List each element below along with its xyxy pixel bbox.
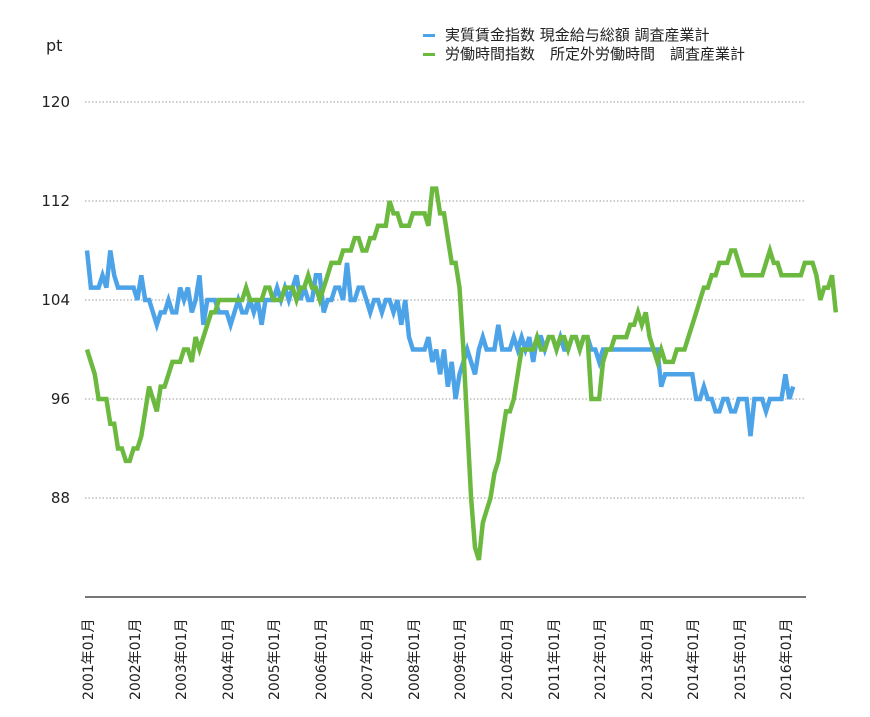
x-tick-label: 2006年01月 [313,618,330,700]
y-tick-104: 104 [41,291,70,309]
series-real-wage-line [84,250,796,437]
legend-label: 労働時間指数 所定外労働時間 調査産業計 [445,45,746,63]
y-axis-unit: pt [46,36,63,55]
x-tick-label: 2007年01月 [360,618,377,700]
x-tick-label: 2002年01月 [127,618,144,700]
y-tick-96: 96 [50,390,70,408]
y-tick-120: 120 [41,93,70,111]
series-overtime-hours-line [84,186,839,561]
x-tick-label: 2001年01月 [81,618,97,700]
legend: 実質賃金指数 現金給与総額 調査産業計 労働時間指数 所定外労働時間 調査産業計 [423,26,745,64]
x-tick-label: 2008年01月 [406,618,423,700]
series-layer [84,186,839,561]
x-tick-label: 2004年01月 [220,618,237,700]
x-tick-label: 2016年01月 [779,618,796,700]
legend-swatch-green-icon [423,53,435,56]
legend-item-real-wage: 実質賃金指数 現金給与総額 調査産業計 [423,26,745,45]
x-tick-label: 2011年01月 [546,618,563,700]
y-tick-112: 112 [41,192,70,210]
x-tick-label: 2010年01月 [500,618,517,700]
x-tick-label: 2013年01月 [639,618,656,700]
x-tick-label: 2012年01月 [593,618,610,700]
x-tick-label: 2015年01月 [732,618,749,700]
x-tick-label: 2003年01月 [174,618,191,700]
x-tick-label: 2005年01月 [267,618,284,700]
legend-item-overtime-hours: 労働時間指数 所定外労働時間 調査産業計 [423,45,745,64]
x-tick-label: 2014年01月 [686,618,703,700]
legend-swatch-blue-icon [423,34,435,37]
legend-label: 実質賃金指数 現金給与総額 調査産業計 [445,26,710,44]
x-tick-label: 2009年01月 [453,618,470,700]
y-tick-88: 88 [50,489,70,507]
